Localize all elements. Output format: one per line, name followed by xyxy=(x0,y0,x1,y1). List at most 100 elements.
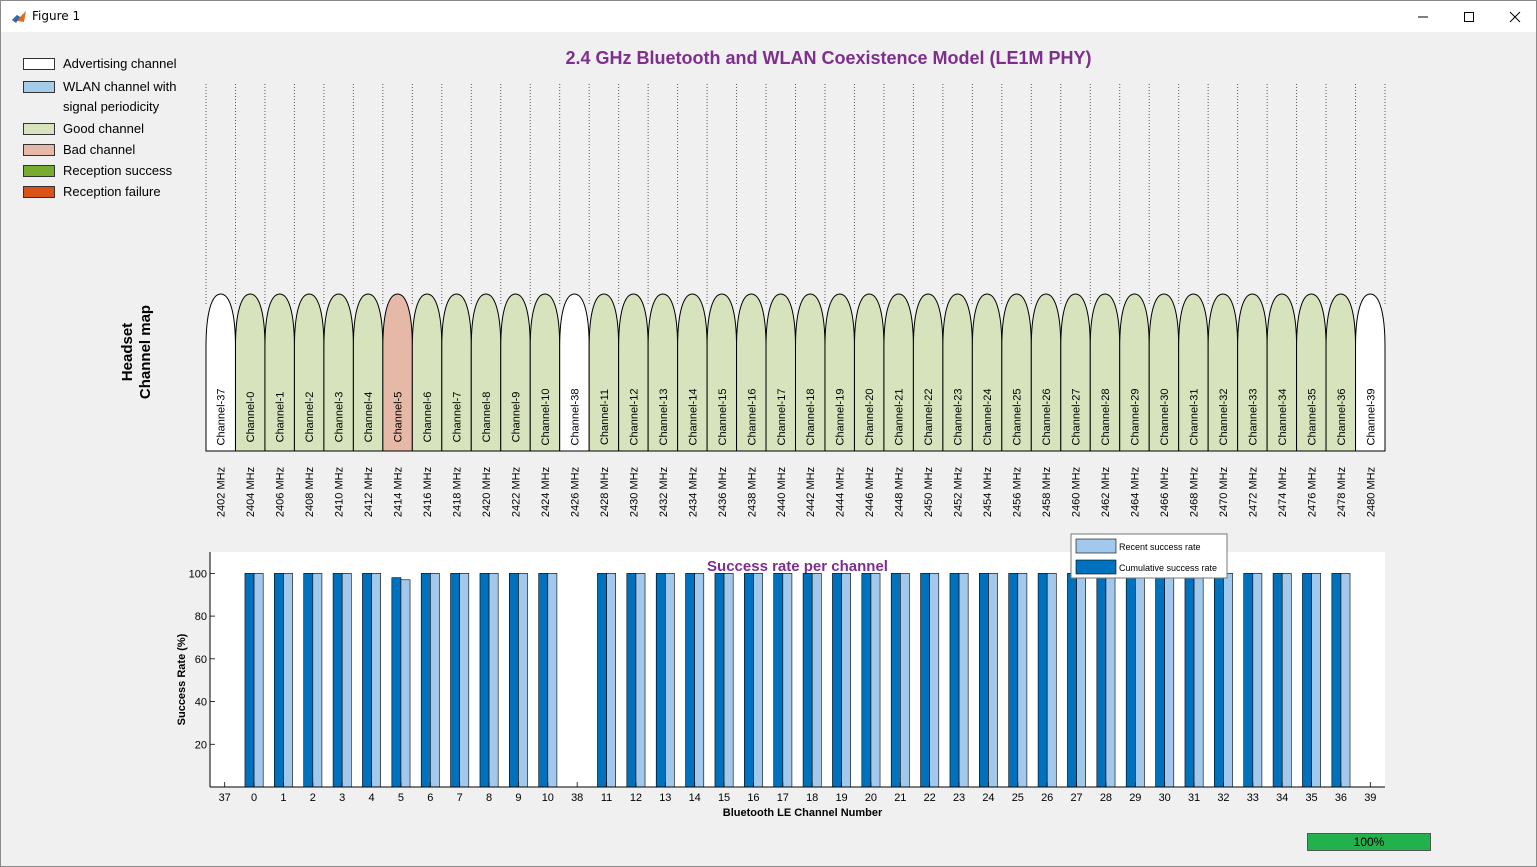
bar-recent xyxy=(371,573,381,788)
x-tick-label: 38 xyxy=(571,792,583,804)
channel-name-label: Channel-23 xyxy=(953,389,965,446)
bar-cumulative xyxy=(597,573,607,788)
legend-swatch xyxy=(23,123,55,135)
x-tick-label: 2 xyxy=(310,792,316,804)
channel-frequency-label: 2436 MHz xyxy=(717,467,729,517)
close-icon xyxy=(1509,11,1521,22)
channel-frequency-label: 2406 MHz xyxy=(275,467,287,517)
bar-recent xyxy=(1076,573,1086,788)
bar-cumulative xyxy=(1331,573,1342,788)
legend-label: Reception failure xyxy=(63,182,161,202)
chart-title: Success rate per channel xyxy=(707,558,888,575)
bar-cumulative xyxy=(244,573,255,788)
bar-recent xyxy=(1311,573,1321,788)
bar-recent xyxy=(841,573,851,788)
bar-recent xyxy=(547,573,558,788)
channel-name-label: Channel-17 xyxy=(776,389,788,446)
channel-name-label: Channel-33 xyxy=(1247,389,1259,446)
bar-cumulative xyxy=(332,573,343,788)
x-tick-label: 3 xyxy=(339,792,345,804)
minimize-icon xyxy=(1418,16,1428,17)
channel-frequency-label: 2446 MHz xyxy=(864,467,876,517)
channel-frequency-label: 2422 MHz xyxy=(510,467,522,517)
channel-frequency-label: 2456 MHz xyxy=(1012,467,1024,517)
legend-label-line: Advertising channel xyxy=(63,56,177,71)
bar-recent xyxy=(753,573,763,788)
legend-label: Bad channel xyxy=(63,140,135,160)
x-tick-label: 30 xyxy=(1159,792,1171,804)
x-tick-label: 37 xyxy=(219,792,231,804)
channel-name-label: Channel-15 xyxy=(717,389,729,446)
bar-cumulative xyxy=(1214,573,1224,788)
channel-frequency-label: 2402 MHz xyxy=(216,467,228,517)
channel-name-label: Channel-29 xyxy=(1129,389,1141,446)
channel-frequency-label: 2442 MHz xyxy=(805,467,817,517)
bar-cumulative xyxy=(920,573,930,788)
bar-recent xyxy=(1017,573,1028,788)
legend-label: Cumulative success rate xyxy=(1119,563,1217,573)
x-tick-label: 16 xyxy=(747,792,759,804)
bar-recent xyxy=(988,573,998,788)
channel-name-label: Channel-20 xyxy=(864,389,876,446)
bar-cumulative xyxy=(890,573,901,788)
channel-frequency-label: 2428 MHz xyxy=(599,467,611,517)
x-tick-label: 15 xyxy=(718,792,730,804)
channel-name-label: Channel-1 xyxy=(275,392,287,443)
bar-cumulative xyxy=(1037,573,1048,788)
x-tick-label: 27 xyxy=(1070,792,1082,804)
channel-name-label: Channel-34 xyxy=(1277,389,1289,446)
x-tick-label: 26 xyxy=(1041,792,1053,804)
x-tick-label: 17 xyxy=(777,792,789,804)
bar-cumulative xyxy=(685,573,695,788)
x-tick-label: 29 xyxy=(1129,792,1141,804)
channel-frequency-label: 2410 MHz xyxy=(334,467,346,517)
x-tick-label: 20 xyxy=(865,792,877,804)
channel-frequency-label: 2470 MHz xyxy=(1218,467,1230,517)
bar-cumulative xyxy=(1302,573,1312,788)
channel-name-label: Channel-37 xyxy=(216,389,228,446)
legend-label-line: Reception success xyxy=(63,163,173,178)
bar-recent xyxy=(488,573,499,788)
bar-cumulative xyxy=(538,573,549,788)
figure-canvas: Advertising channel WLAN channel with sign… xyxy=(1,32,1536,866)
channel-frequency-label: 2438 MHz xyxy=(746,467,758,517)
x-tick-label: 8 xyxy=(486,792,492,804)
channel-frequency-label: 2416 MHz xyxy=(422,467,434,517)
legend-swatch xyxy=(1075,538,1117,554)
legend-swatch xyxy=(23,186,55,198)
title-bar[interactable]: Figure 1 xyxy=(1,1,1536,32)
minimize-button[interactable] xyxy=(1400,1,1446,32)
x-tick-label: 18 xyxy=(806,792,818,804)
bar-recent xyxy=(400,579,411,788)
bar-cumulative xyxy=(714,573,725,788)
channel-name-label: Channel-19 xyxy=(835,389,847,446)
channel-map-title: 2.4 GHz Bluetooth and WLAN Coexistence M… xyxy=(565,48,1092,68)
legend-label: Recent success rate xyxy=(1119,542,1201,552)
channel-name-label: Channel-22 xyxy=(923,389,935,446)
bar-cumulative xyxy=(274,573,284,788)
close-button[interactable] xyxy=(1492,1,1537,32)
bar-recent xyxy=(606,573,616,788)
channel-frequency-label: 2440 MHz xyxy=(776,467,788,517)
channel-frequency-label: 2408 MHz xyxy=(304,467,316,517)
bar-recent xyxy=(459,573,470,788)
bar-cumulative xyxy=(1008,573,1019,788)
x-tick-label: 22 xyxy=(924,792,936,804)
channel-name-label: Channel-24 xyxy=(982,389,994,446)
bar-recent xyxy=(694,573,705,788)
bar-recent xyxy=(1135,573,1145,788)
bar-chart-legend: Recent success rate Cumulative success ra… xyxy=(1070,533,1228,579)
x-tick-label: 5 xyxy=(398,792,404,804)
legend-item: WLAN channel with signal periodicity xyxy=(23,77,223,114)
maximize-button[interactable] xyxy=(1446,1,1492,32)
bar-recent xyxy=(1340,573,1351,788)
bar-recent xyxy=(1105,573,1116,788)
bar-cumulative xyxy=(362,573,372,788)
bar-recent xyxy=(665,573,675,788)
maximize-icon xyxy=(1464,11,1474,22)
progress-bar: 100% xyxy=(1307,833,1431,851)
legend-swatch xyxy=(23,58,55,70)
bar-recent xyxy=(958,573,969,788)
bar-recent xyxy=(518,573,528,788)
channel-name-label: Channel-35 xyxy=(1306,389,1318,446)
